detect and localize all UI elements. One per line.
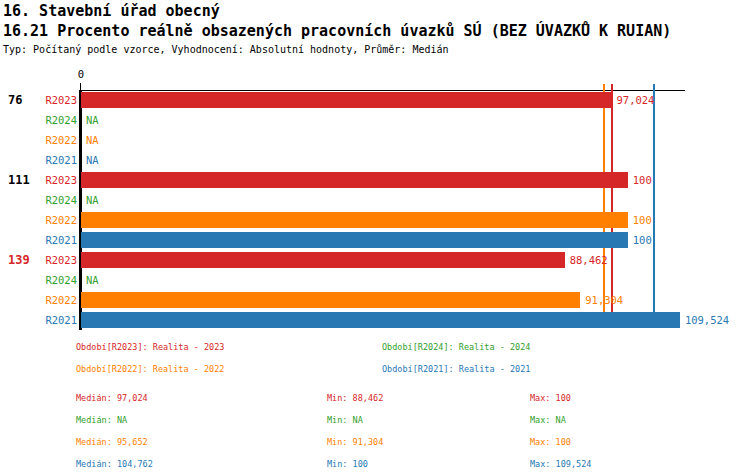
median-line-R2021 [653, 84, 655, 324]
bar-R2022 [81, 212, 628, 228]
legend-item-R2021: Období[R2021]: Realita - 2021 [382, 364, 530, 375]
stat-median-R2023: Medián: 97,024 [76, 393, 148, 404]
median-line-R2022 [603, 84, 605, 324]
bar-R2021 [81, 232, 628, 248]
axis-zero-tick-label: 0 [73, 68, 89, 81]
row-label-R2022: R2022 [20, 213, 77, 227]
stat-min-R2021: Min: 100 [327, 459, 368, 470]
bar-value-label: 100 [633, 213, 652, 227]
stat-min-R2022: Min: 91,304 [327, 437, 383, 448]
bar-R2023 [81, 172, 628, 188]
row-label-R2021: R2021 [20, 233, 77, 247]
bar-R2021 [81, 312, 680, 328]
bar-R2022 [81, 292, 580, 308]
bar-value-label: 97,024 [617, 93, 655, 107]
row-label-R2024: R2024 [20, 193, 77, 207]
bar-value-label: 91,304 [585, 293, 623, 307]
stat-max-R2022: Max: 100 [530, 437, 571, 448]
row-label-R2023: R2023 [20, 253, 77, 267]
row-label-R2021: R2021 [20, 153, 77, 167]
bar-value-label: 109,524 [685, 313, 729, 327]
bar-na-label: NA [86, 153, 99, 167]
stat-median-R2022: Medián: 95,652 [76, 437, 148, 448]
axis-zero-tick-mark [80, 83, 81, 90]
bar-R2023 [81, 252, 565, 268]
row-label-R2022: R2022 [20, 133, 77, 147]
chart-title-line2: 16.21 Procento reálně obsazených pracovn… [3, 23, 671, 40]
bar-na-label: NA [86, 273, 99, 287]
report-chart-screen: 16. Stavební úřad obecný 16.21 Procento … [0, 0, 750, 476]
row-label-R2023: R2023 [20, 93, 77, 107]
legend-item-R2023: Období[R2023]: Realita - 2023 [76, 342, 224, 353]
median-line-R2023 [611, 84, 613, 324]
bar-na-label: NA [86, 133, 99, 147]
legend-item-R2024: Období[R2024]: Realita - 2024 [382, 342, 530, 353]
chart-subtitle: Typ: Počítaný podle vzorce, Vyhodnocení:… [3, 44, 449, 56]
row-label-R2022: R2022 [20, 293, 77, 307]
bar-na-label: NA [86, 193, 99, 207]
stat-max-R2024: Max: NA [530, 415, 566, 426]
stat-min-R2023: Min: 88,462 [327, 393, 383, 404]
bar-value-label: 88,462 [570, 253, 608, 267]
bar-value-label: 100 [633, 173, 652, 187]
stat-median-R2021: Medián: 104,762 [76, 459, 153, 470]
bar-R2023 [81, 92, 612, 108]
row-label-R2024: R2024 [20, 113, 77, 127]
stat-max-R2021: Max: 109,524 [530, 459, 591, 470]
chart-title-line1: 16. Stavební úřad obecný [3, 3, 220, 20]
stat-min-R2024: Min: NA [327, 415, 363, 426]
row-label-R2023: R2023 [20, 173, 77, 187]
row-label-R2024: R2024 [20, 273, 77, 287]
bar-value-label: 100 [633, 233, 652, 247]
bar-na-label: NA [86, 113, 99, 127]
plot-area: 97,024NANANA100NA10010088,462NA91,304109… [81, 90, 685, 330]
stat-max-R2023: Max: 100 [530, 393, 571, 404]
stat-median-R2024: Medián: NA [76, 415, 127, 426]
legend-item-R2022: Období[R2022]: Realita - 2022 [76, 364, 224, 375]
row-label-R2021: R2021 [20, 313, 77, 327]
